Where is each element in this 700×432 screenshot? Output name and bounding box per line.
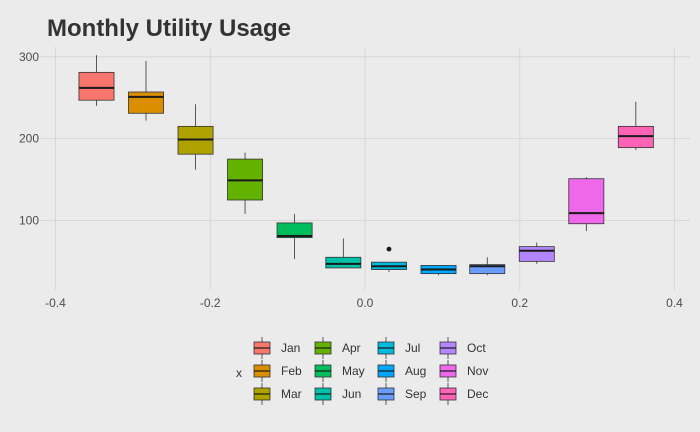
box-jun [326, 238, 361, 267]
legend-entry-jan: Jan [254, 337, 300, 359]
legend-entry-apr: Apr [315, 337, 361, 359]
legend-title: x [236, 366, 242, 380]
legend-entry-jun: Jun [315, 383, 361, 405]
box-jul [371, 247, 406, 272]
box-body [79, 72, 114, 100]
legend-label: Jan [281, 341, 300, 355]
box-body [519, 247, 554, 262]
grid-layer [40, 47, 690, 290]
y-tick-label: 200 [19, 132, 39, 146]
legend-entry-feb: Feb [254, 360, 302, 382]
box-jan [79, 55, 114, 106]
x-tick-label: 0.4 [666, 296, 683, 310]
legend-label: May [342, 364, 365, 378]
legend-entry-aug: Aug [378, 360, 426, 382]
x-tick-label: -0.4 [45, 296, 66, 310]
outlier-point [387, 247, 392, 252]
legend-label: Aug [405, 364, 426, 378]
legend-entry-nov: Nov [440, 360, 488, 382]
legend-entry-oct: Oct [440, 337, 486, 359]
legend-label: Jul [405, 341, 420, 355]
legend-label: Sep [405, 387, 427, 401]
legend-entry-may: May [315, 360, 365, 382]
legend-entry-mar: Mar [254, 383, 302, 405]
x-tick-label: -0.2 [200, 296, 221, 310]
legend-label: Jun [342, 387, 361, 401]
y-tick-label: 300 [19, 50, 39, 64]
box-dec [618, 102, 653, 150]
box-oct [519, 243, 554, 264]
box-body [569, 179, 604, 224]
box-aug [421, 265, 456, 275]
box-mar [178, 104, 213, 169]
legend-label: Nov [467, 364, 488, 378]
legend-label: Mar [281, 387, 302, 401]
legend-label: Dec [467, 387, 488, 401]
legend-entry-jul: Jul [378, 337, 420, 359]
box-feb [128, 61, 163, 121]
box-sep [470, 257, 505, 275]
box-body [326, 257, 361, 268]
box-layer [79, 55, 653, 275]
legend-label: Oct [467, 341, 486, 355]
legend-entry-dec: Dec [440, 383, 488, 405]
x-tick-label: 0.2 [511, 296, 528, 310]
box-nov [569, 177, 604, 231]
legend-label: Apr [342, 341, 361, 355]
legend-label: Feb [281, 364, 302, 378]
y-tick-label: 100 [19, 213, 39, 227]
box-apr [228, 153, 263, 214]
x-tick-label: 0.0 [357, 296, 374, 310]
legend-layer: x Jan Feb Mar Apr May Jun Jul Aug Sep Oct Nov Dec [236, 337, 488, 405]
legend-entry-sep: Sep [378, 383, 427, 405]
box-body [128, 92, 163, 113]
